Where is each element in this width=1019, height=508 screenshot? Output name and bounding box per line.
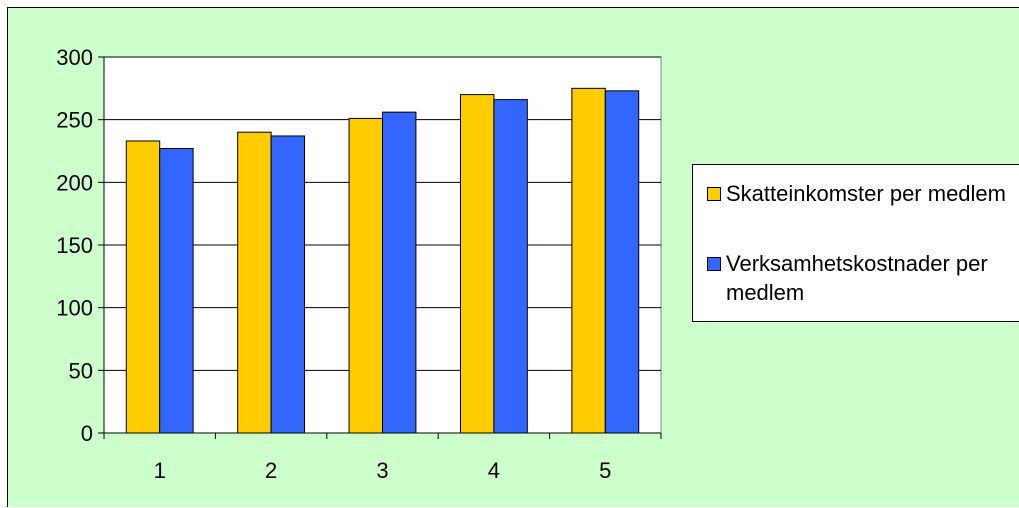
legend-swatch-verksamhetskostnader: [707, 257, 721, 271]
x-tick-label-5: 5: [599, 458, 611, 483]
bar-series2-cat2: [270, 135, 306, 434]
x-tick-label-2: 2: [265, 458, 277, 483]
y-tick-label-250: 250: [56, 108, 93, 133]
bar-series2-cat1: [159, 147, 194, 434]
bar-series2-cat4: [493, 99, 528, 434]
bar-series1-cat5: [571, 87, 606, 434]
y-tick-label-300: 300: [56, 45, 93, 70]
bar-series1-cat1: [125, 140, 161, 434]
bars: [125, 87, 640, 434]
y-tick-label-200: 200: [56, 170, 93, 195]
legend-swatch-skatteinkomster: [707, 187, 721, 201]
legend: Skatteinkomster per medlem Verksamhetsko…: [692, 164, 1019, 322]
x-tick-label-3: 3: [376, 458, 388, 483]
bar-series1-cat3: [348, 117, 383, 434]
y-tick-label-50: 50: [69, 358, 93, 383]
y-tick-label-0: 0: [81, 421, 93, 446]
plot-svg: 0 50 100 150 200 250 300 1 2 3 4 5: [56, 45, 662, 483]
bar-series2-cat5: [604, 90, 640, 434]
legend-label-skatteinkomster: Skatteinkomster per medlem: [726, 181, 1006, 206]
y-axis-ticks: 0 50 100 150 200 250 300: [56, 45, 104, 446]
x-tick-label-4: 4: [488, 458, 500, 483]
chart-area: 0 50 100 150 200 250 300 1 2 3 4 5 Skatteinkomster…: [7, 7, 1019, 507]
y-tick-label-150: 150: [56, 233, 93, 258]
x-axis-ticks: 1 2 3 4 5: [103, 433, 662, 483]
bar-series2-cat3: [382, 111, 417, 434]
legend-label-verksamhetskostnader: Verksamhetskostnader per medlem: [726, 251, 988, 305]
bar-series1-cat4: [459, 94, 495, 434]
bar-series1-cat2: [237, 131, 272, 434]
y-tick-label-100: 100: [56, 296, 93, 321]
x-tick-label-1: 1: [154, 458, 166, 483]
